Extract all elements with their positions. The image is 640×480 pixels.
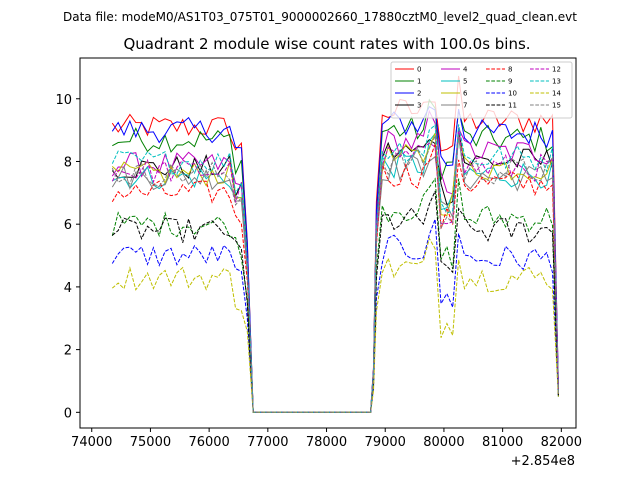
series-line-15	[111, 135, 559, 413]
y-tick-label: 2	[64, 344, 72, 359]
legend-box	[390, 61, 573, 119]
series-layer	[111, 75, 559, 413]
legend-label-7: 7	[463, 102, 467, 110]
legend-label-1: 1	[417, 78, 421, 86]
legend-label-13: 13	[552, 78, 561, 86]
y-tick-label: 10	[55, 93, 72, 108]
legend-label-2: 2	[417, 90, 421, 98]
plot-frame	[79, 57, 577, 429]
series-line-12	[111, 128, 559, 413]
x-axis: 74000 75000 76000 77000 78000 79000 80000 81000…	[71, 428, 582, 450]
legend-label-4: 4	[463, 66, 468, 74]
y-axis: 0 2 4 6 8 10	[55, 93, 80, 421]
legend-label-10: 10	[508, 90, 517, 98]
legend-label-12: 12	[552, 66, 561, 74]
x-tick-label: 75000	[130, 435, 171, 450]
y-tick-label: 4	[64, 281, 72, 296]
legend-label-11: 11	[508, 102, 517, 110]
chart-title: Quadrant 2 module wise count rates with …	[123, 35, 530, 53]
legend-label-3: 3	[417, 102, 421, 110]
legend-label-9: 9	[508, 78, 512, 86]
series-line-11	[111, 190, 559, 413]
x-tick-label: 79000	[365, 435, 406, 450]
legend-label-15: 15	[552, 102, 561, 110]
y-tick-label: 8	[64, 155, 72, 170]
x-tick-label: 74000	[71, 435, 112, 450]
x-offset-label: +2.854e8	[511, 454, 575, 469]
x-tick-label: 80000	[423, 435, 464, 450]
legend-label-14: 14	[552, 90, 561, 98]
x-tick-label: 77000	[247, 435, 288, 450]
x-tick-label: 81000	[482, 435, 523, 450]
legend-label-0: 0	[417, 66, 421, 74]
x-tick-label: 82000	[541, 435, 582, 450]
x-tick-label: 78000	[306, 435, 347, 450]
legend-label-5: 5	[463, 78, 467, 86]
y-tick-label: 6	[64, 218, 72, 233]
x-tick-label: 76000	[188, 435, 229, 450]
legend-label-8: 8	[508, 66, 512, 74]
legend-label-6: 6	[463, 90, 468, 98]
suptitle: Data file: modeM0/AS1T03_075T01_90000026…	[63, 10, 577, 24]
y-tick-label: 0	[64, 406, 72, 421]
